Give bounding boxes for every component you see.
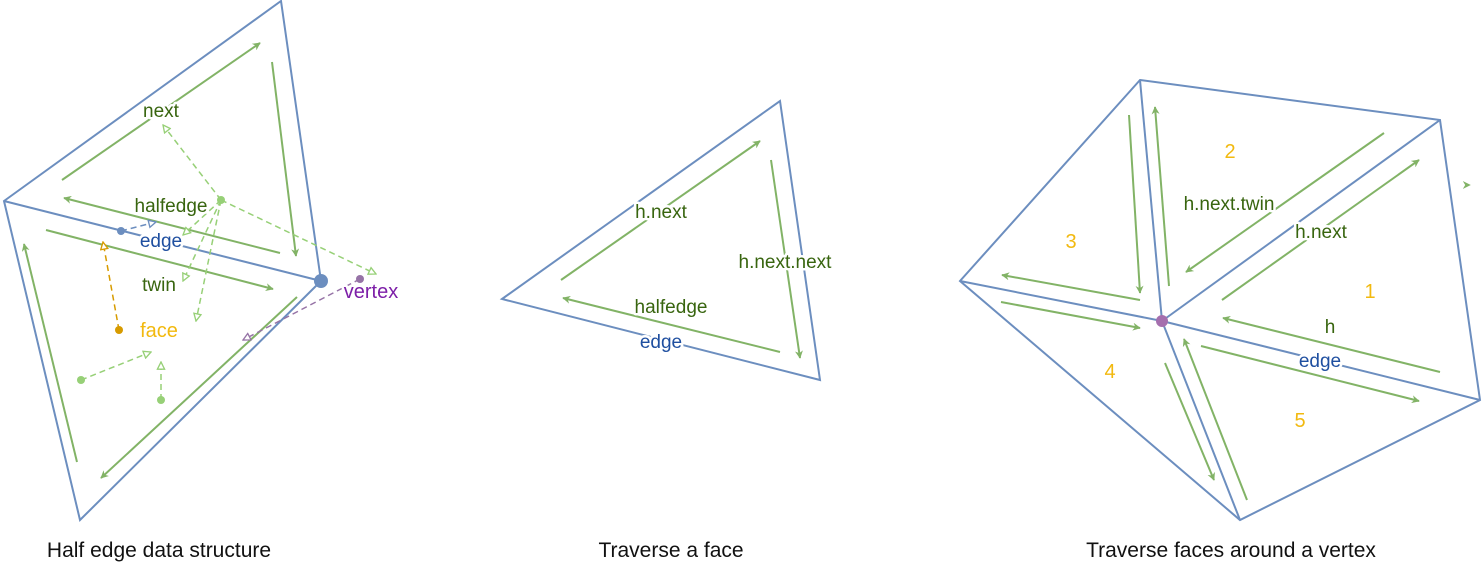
label-face: face bbox=[140, 320, 178, 342]
panel-half-edge-structure: next halfedge edge twin face vertex Half… bbox=[2, 0, 401, 563]
panel2-labels: h.next h.next.next halfedge edge Travers… bbox=[598, 200, 834, 563]
fan-edges bbox=[958, 78, 1482, 522]
pointer-twin bbox=[183, 199, 222, 281]
spoke-top bbox=[1139, 79, 1163, 322]
arrow-h-next bbox=[1221, 159, 1420, 301]
face-halfedge-arrows bbox=[560, 140, 803, 359]
label-vertex: vertex bbox=[344, 281, 398, 303]
arrow-h bbox=[1222, 315, 1441, 373]
pointer-next bbox=[163, 125, 222, 201]
center-vertex-dot bbox=[1156, 315, 1168, 327]
spoke-lower-right bbox=[1161, 320, 1481, 401]
arrow-face5-up bbox=[1182, 338, 1248, 501]
label-edge: edge bbox=[640, 332, 682, 353]
pointer-arrows bbox=[80, 125, 376, 400]
label-h: h bbox=[1325, 317, 1336, 338]
fan-outline bbox=[958, 78, 1482, 522]
face-number-3: 3 bbox=[1065, 231, 1076, 253]
face-number-4: 4 bbox=[1104, 361, 1115, 383]
vertex-pointer-dot bbox=[356, 275, 364, 283]
arrow-face3-down bbox=[1128, 114, 1144, 294]
pointer-face bbox=[196, 199, 222, 321]
label-halfedge: halfedge bbox=[635, 297, 708, 318]
pointer-edge-from-halfedge bbox=[183, 199, 222, 235]
halfedge-arrows bbox=[21, 42, 300, 479]
spoke-bottom bbox=[1161, 320, 1241, 521]
panel1-labels: next halfedge edge twin face vertex Half… bbox=[47, 99, 401, 563]
panel-traverse-face: h.next h.next.next halfedge edge Travers… bbox=[499, 99, 835, 563]
label-h-next-next: h.next.next bbox=[739, 252, 833, 273]
label-halfedge: halfedge bbox=[135, 196, 208, 217]
pointer-vertex-halfedge bbox=[243, 278, 361, 340]
spoke-left bbox=[959, 280, 1163, 322]
label-edge: edge bbox=[140, 231, 182, 252]
arrow-h-next-twin bbox=[1185, 132, 1385, 273]
halfedge-arrow-top-left bbox=[61, 42, 261, 181]
caption-traverse-vertex: Traverse faces around a vertex bbox=[1086, 539, 1376, 562]
arrow-edge bbox=[1200, 345, 1420, 404]
edge-dot bbox=[117, 227, 125, 235]
panel3-labels: h.next.twin h.next h edge 1 2 3 4 5 Trav… bbox=[1065, 141, 1376, 562]
pointer-extra-a bbox=[80, 352, 151, 381]
label-h-next: h.next bbox=[635, 202, 687, 223]
label-edge: edge bbox=[1299, 351, 1341, 372]
halfedge-arrow-bottom-top bbox=[45, 229, 274, 292]
label-h-next: h.next bbox=[1295, 222, 1347, 243]
label-twin: twin bbox=[142, 275, 176, 296]
pointer-face-halfedge bbox=[103, 242, 120, 331]
face-number-1: 1 bbox=[1364, 281, 1375, 303]
halfedge-arrow-top-right bbox=[271, 61, 300, 257]
arrow-face4-right bbox=[1000, 301, 1141, 331]
arrow-face3-left bbox=[1001, 272, 1141, 301]
caption-half-edge-structure: Half edge data structure bbox=[47, 539, 271, 562]
pointer-origins bbox=[77, 196, 364, 404]
halfedge-arrow-bottom-left bbox=[21, 243, 78, 463]
extra-dot-b bbox=[157, 396, 165, 404]
mesh-vertex-dot bbox=[314, 274, 328, 288]
panel-traverse-vertex: h.next.twin h.next h edge 1 2 3 4 5 Trav… bbox=[958, 78, 1482, 562]
face-number-5: 5 bbox=[1294, 410, 1305, 432]
pointer-edge-halfedge bbox=[120, 222, 156, 232]
label-next: next bbox=[143, 101, 180, 122]
extra-dot-a bbox=[77, 376, 85, 384]
halfedge-dot bbox=[217, 196, 225, 204]
spoke-upper-right bbox=[1161, 119, 1441, 322]
label-h-next-twin: h.next.twin bbox=[1184, 194, 1275, 215]
halfedge-arrow-top-bottom bbox=[63, 195, 281, 254]
arrow-h-next bbox=[560, 140, 761, 281]
arrow-face4-down bbox=[1164, 362, 1215, 481]
pointer-vertex-from-halfedge bbox=[220, 199, 376, 274]
arrow-halfedge bbox=[562, 295, 781, 353]
caption-traverse-face: Traverse a face bbox=[598, 539, 743, 562]
halfedge-arrow-bottom-right bbox=[100, 296, 298, 479]
face-dot bbox=[115, 326, 123, 334]
arrow-face2-left-up bbox=[1151, 106, 1170, 287]
face-number-2: 2 bbox=[1224, 141, 1235, 163]
face-triangle bbox=[499, 99, 822, 382]
shared-edge bbox=[3, 200, 322, 282]
arrow-h-next-next bbox=[770, 159, 803, 359]
fan-halfedge-arrows bbox=[1000, 106, 1441, 501]
